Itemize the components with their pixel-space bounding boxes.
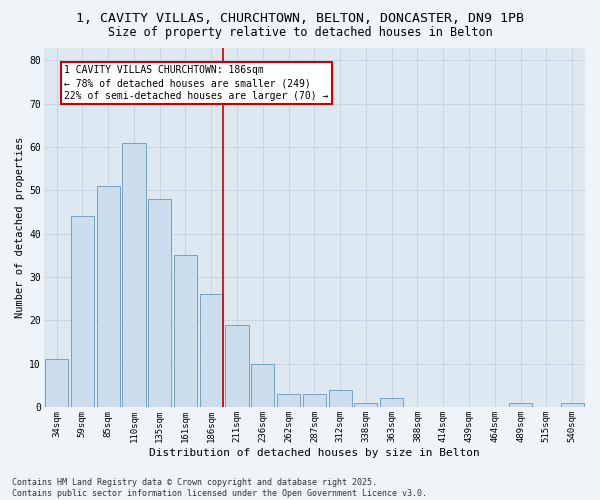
Bar xyxy=(380,398,403,407)
Bar xyxy=(329,390,352,407)
Text: Size of property relative to detached houses in Belton: Size of property relative to detached ho… xyxy=(107,26,493,39)
X-axis label: Distribution of detached houses by size in Belton: Distribution of detached houses by size … xyxy=(149,448,480,458)
Bar xyxy=(355,402,377,407)
Bar xyxy=(560,402,584,407)
Bar xyxy=(122,143,146,407)
Bar xyxy=(509,402,532,407)
Y-axis label: Number of detached properties: Number of detached properties xyxy=(15,136,25,318)
Bar xyxy=(251,364,274,407)
Bar xyxy=(174,256,197,407)
Bar xyxy=(303,394,326,407)
Bar xyxy=(71,216,94,407)
Text: 1 CAVITY VILLAS CHURCHTOWN: 186sqm
← 78% of detached houses are smaller (249)
22: 1 CAVITY VILLAS CHURCHTOWN: 186sqm ← 78%… xyxy=(64,65,329,101)
Bar xyxy=(148,199,171,407)
Bar xyxy=(97,186,120,407)
Text: 1, CAVITY VILLAS, CHURCHTOWN, BELTON, DONCASTER, DN9 1PB: 1, CAVITY VILLAS, CHURCHTOWN, BELTON, DO… xyxy=(76,12,524,26)
Text: Contains HM Land Registry data © Crown copyright and database right 2025.
Contai: Contains HM Land Registry data © Crown c… xyxy=(12,478,427,498)
Bar xyxy=(277,394,300,407)
Bar xyxy=(200,294,223,407)
Bar xyxy=(45,360,68,407)
Bar xyxy=(226,324,248,407)
